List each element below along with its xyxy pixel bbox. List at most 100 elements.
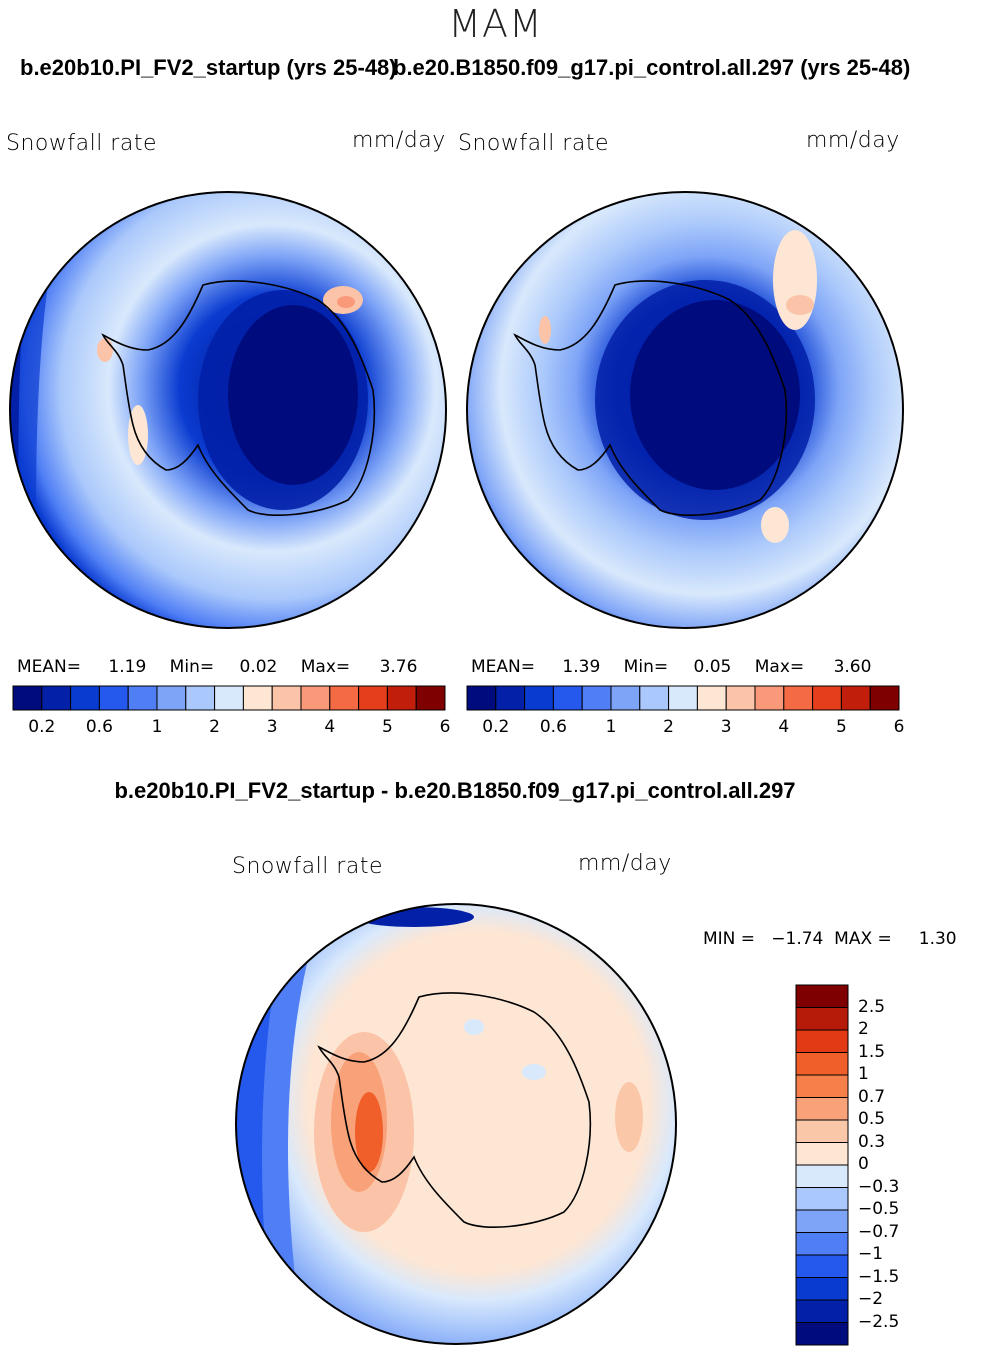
diff-min-max: MIN = −1.74 MAX = 1.30 xyxy=(703,929,957,949)
left-min-value: 0.02 xyxy=(239,657,278,677)
diff-colorbar-tick-label: 1.5 xyxy=(858,1041,886,1062)
left-colorbar-swatch xyxy=(98,685,129,711)
right-colorbar-swatch xyxy=(552,685,583,711)
diff-colorbar-swatch xyxy=(795,1322,849,1346)
left-snowfall-map xyxy=(9,191,447,629)
left-colorbar-swatch xyxy=(127,685,158,711)
left-colorbar-ticks: 0.2 0.6 1 2 3 4 5 6 xyxy=(13,717,450,737)
right-mean-value: 1.39 xyxy=(562,657,601,677)
diff-colorbar-swatch xyxy=(795,1232,849,1256)
left-colorbar-tick-label: 6 xyxy=(439,717,451,737)
season-title: MAM xyxy=(448,2,543,46)
left-colorbar-swatch xyxy=(41,685,72,711)
left-stats: MEAN= 1.19 Min= 0.02 Max= 3.76 xyxy=(17,657,421,677)
diff-colorbar-tick-label: −0.7 xyxy=(858,1221,900,1242)
left-colorbar-swatch xyxy=(70,685,100,711)
right-units-label: mm/day xyxy=(806,128,900,153)
diff-colorbar-swatch xyxy=(795,1209,849,1233)
left-case-title: b.e20b10.PI_FV2_startup (yrs 25-48) xyxy=(20,55,397,80)
diff-colorbar-swatch xyxy=(795,984,849,1008)
diff-colorbar-swatch xyxy=(795,1277,849,1301)
left-colorbar-tick-label: 5 xyxy=(381,717,393,737)
diff-colorbar-swatch xyxy=(795,1187,849,1211)
right-colorbar-tick-label: 0.2 xyxy=(482,717,510,737)
right-max-label: Max= xyxy=(754,657,805,677)
left-colorbar-swatch xyxy=(300,685,331,711)
diff-colorbar-tick-label: 0 xyxy=(858,1154,869,1174)
left-colorbar-swatch xyxy=(271,685,302,711)
right-max-value: 3.60 xyxy=(833,657,872,677)
right-colorbar-tick-label: 3 xyxy=(720,717,732,737)
right-colorbar-tick-label: 5 xyxy=(835,717,847,737)
right-colorbar-tick-label: 6 xyxy=(893,717,905,737)
right-colorbar-swatch xyxy=(840,685,871,711)
diff-colorbar-tick-label: −1.5 xyxy=(858,1266,900,1287)
diff-variable-label: Snowfall rate xyxy=(232,854,383,879)
diff-colorbar-swatch xyxy=(795,1119,849,1143)
right-colorbar-swatch xyxy=(869,685,900,711)
left-colorbar-swatch xyxy=(242,685,273,711)
right-colorbar-swatch xyxy=(812,685,842,711)
left-max-value: 3.76 xyxy=(379,657,418,677)
diff-colorbar-tick-label: −0.5 xyxy=(858,1199,900,1219)
diff-colorbar-tick-label: 1 xyxy=(858,1064,869,1084)
right-colorbar-ticks: 0.2 0.6 1 2 3 4 5 6 xyxy=(467,717,904,737)
left-colorbar-tick-label: 1 xyxy=(151,717,163,737)
left-colorbar-swatch xyxy=(358,685,388,711)
left-colorbar-tick-label: 0.2 xyxy=(28,717,56,737)
left-colorbar-tick-label: 3 xyxy=(266,717,278,737)
right-variable-label: Snowfall rate xyxy=(458,131,609,156)
right-mean-label: MEAN= xyxy=(471,657,535,677)
diff-colorbar-swatch xyxy=(795,1074,849,1098)
difference-snowfall-map xyxy=(235,903,677,1345)
diff-colorbar-tick-label: −0.3 xyxy=(858,1176,900,1197)
diff-colorbar-swatch xyxy=(795,1254,849,1278)
left-variable-label: Snowfall rate xyxy=(6,131,157,156)
right-colorbar-tick-label: 1 xyxy=(605,717,617,737)
right-colorbar-swatch xyxy=(495,685,526,711)
diff-colorbar-swatch xyxy=(795,1164,849,1188)
left-min-label: Min= xyxy=(169,657,215,677)
left-colorbar-swatch xyxy=(156,685,187,711)
right-colorbar-swatch xyxy=(466,685,497,711)
right-case-title: b.e20.B1850.f09_g17.pi_control.all.297 (… xyxy=(393,55,911,80)
left-colorbar-tick-label: 4 xyxy=(324,717,336,737)
right-colorbar-swatch xyxy=(696,685,727,711)
left-units-label: mm/day xyxy=(352,128,446,153)
diff-colorbar-tick-label: −1 xyxy=(858,1244,884,1264)
right-colorbar-tick-label: 0.6 xyxy=(539,717,567,737)
difference-colorbar-ticks: 2.5 2 1.5 1 0.7 0.5 0.3 0 −0.3 −0.5 −0.7 −1 −1.5 −2 −2… xyxy=(858,985,918,1345)
difference-colorbar xyxy=(795,984,849,1346)
diff-colorbar-swatch xyxy=(795,1052,849,1076)
right-colorbar-swatch xyxy=(610,685,641,711)
right-colorbar-tick-label: 4 xyxy=(778,717,790,737)
left-colorbar-swatch xyxy=(185,685,216,711)
left-max-label: Max= xyxy=(300,657,351,677)
right-stats: MEAN= 1.39 Min= 0.05 Max= 3.60 xyxy=(471,657,875,677)
diff-colorbar-tick-label: 2 xyxy=(858,1019,869,1039)
diff-colorbar-tick-label: 0.5 xyxy=(858,1109,886,1129)
left-mean-value: 1.19 xyxy=(108,657,147,677)
left-colorbar-swatch xyxy=(12,685,43,711)
difference-title: b.e20b10.PI_FV2_startup - b.e20.B1850.f0… xyxy=(114,778,796,803)
right-colorbar-swatch xyxy=(725,685,756,711)
right-min-label: Min= xyxy=(623,657,669,677)
right-colorbar-tick-label: 2 xyxy=(663,717,675,737)
diff-colorbar-swatch xyxy=(795,1299,849,1323)
right-colorbar-swatch xyxy=(524,685,554,711)
right-colorbar-swatch xyxy=(668,685,698,711)
right-colorbar-swatch xyxy=(639,685,670,711)
right-min-value: 0.05 xyxy=(693,657,732,677)
diff-colorbar-tick-label: 0.7 xyxy=(858,1086,886,1107)
left-colorbar-tick-label: 2 xyxy=(209,717,221,737)
left-colorbar-tick-label: 0.6 xyxy=(85,717,113,737)
left-colorbar-swatch xyxy=(386,685,417,711)
diff-units-label: mm/day xyxy=(578,851,672,876)
left-colorbar-swatch xyxy=(415,685,446,711)
left-colorbar-swatch xyxy=(329,685,360,711)
right-snowfall-map xyxy=(466,191,904,629)
diff-colorbar-swatch xyxy=(795,1007,849,1031)
right-colorbar-swatch xyxy=(783,685,814,711)
right-colorbar-swatch xyxy=(754,685,785,711)
diff-colorbar-tick-label: 2.5 xyxy=(858,996,886,1017)
